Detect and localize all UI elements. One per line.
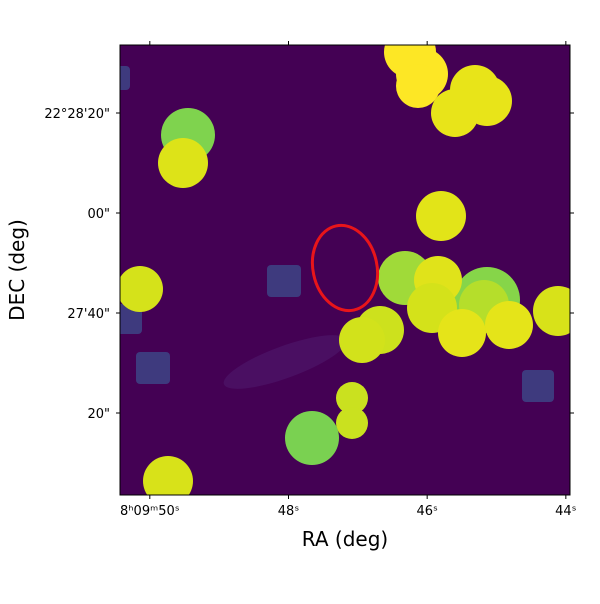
y-tick-label: 27'40" xyxy=(67,307,110,322)
sky-image xyxy=(120,45,570,495)
x-tick-label: 48ˢ xyxy=(278,504,300,519)
y-tick-label: 22°28'20" xyxy=(44,107,110,122)
x-tick-label: 8ʰ09ᵐ50ˢ xyxy=(120,504,180,519)
x-tick-label: 46ˢ xyxy=(416,504,438,519)
y-tick-label: 20" xyxy=(87,407,110,422)
plot-frame xyxy=(119,44,571,496)
x-tick-label: 44ˢ xyxy=(555,504,577,519)
x-axis-label: RA (deg) xyxy=(302,527,388,551)
region-ellipse xyxy=(310,223,380,313)
y-axis-label: DEC (deg) xyxy=(5,219,29,321)
y-tick-label: 00" xyxy=(87,207,110,222)
